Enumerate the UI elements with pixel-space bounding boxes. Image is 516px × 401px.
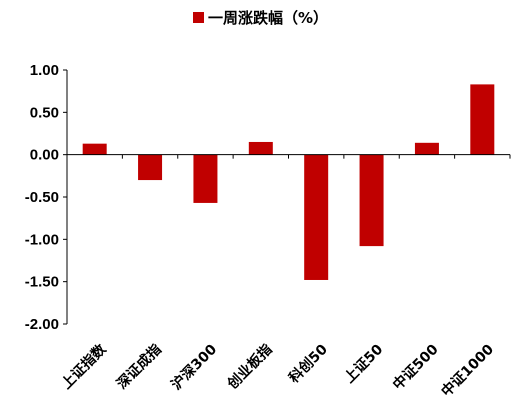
x-tick-label: 中证1000 — [438, 341, 498, 401]
bar — [359, 154, 384, 247]
y-tick-label: -1.50 — [25, 274, 59, 291]
bar — [138, 154, 163, 181]
y-axis: 1.00 0.50 0.00 -0.50 -1.00 -1.50 -2.00 — [25, 62, 68, 333]
x-tick-label: 上证指数 — [58, 340, 110, 392]
legend-swatch — [193, 12, 204, 23]
y-tick-label: 1.00 — [30, 62, 59, 79]
x-tick-label: 深证成指 — [113, 341, 165, 393]
x-tick-label: 沪深300 — [168, 341, 221, 394]
y-tick-label: -2.00 — [25, 316, 59, 333]
x-tick-label: 中证500 — [389, 341, 442, 394]
x-tick-label: 上证50 — [342, 341, 387, 386]
bar — [193, 154, 218, 203]
y-tick-label: 0.00 — [30, 147, 59, 164]
y-tick-label: -0.50 — [25, 189, 59, 206]
bars — [82, 84, 495, 280]
x-tick-label: 创业板指 — [223, 341, 275, 393]
y-tick-label: 0.50 — [30, 104, 59, 121]
bar — [414, 142, 439, 155]
bar — [82, 143, 107, 155]
bar — [470, 84, 495, 155]
bar — [248, 141, 273, 155]
y-tick-label: -1.00 — [25, 231, 59, 248]
legend: 一周涨跌幅（%） — [193, 9, 328, 27]
legend-label: 一周涨跌幅（%） — [208, 9, 328, 27]
x-tick-label: 科创50 — [285, 341, 331, 387]
bar — [304, 154, 329, 280]
x-axis — [66, 154, 511, 159]
